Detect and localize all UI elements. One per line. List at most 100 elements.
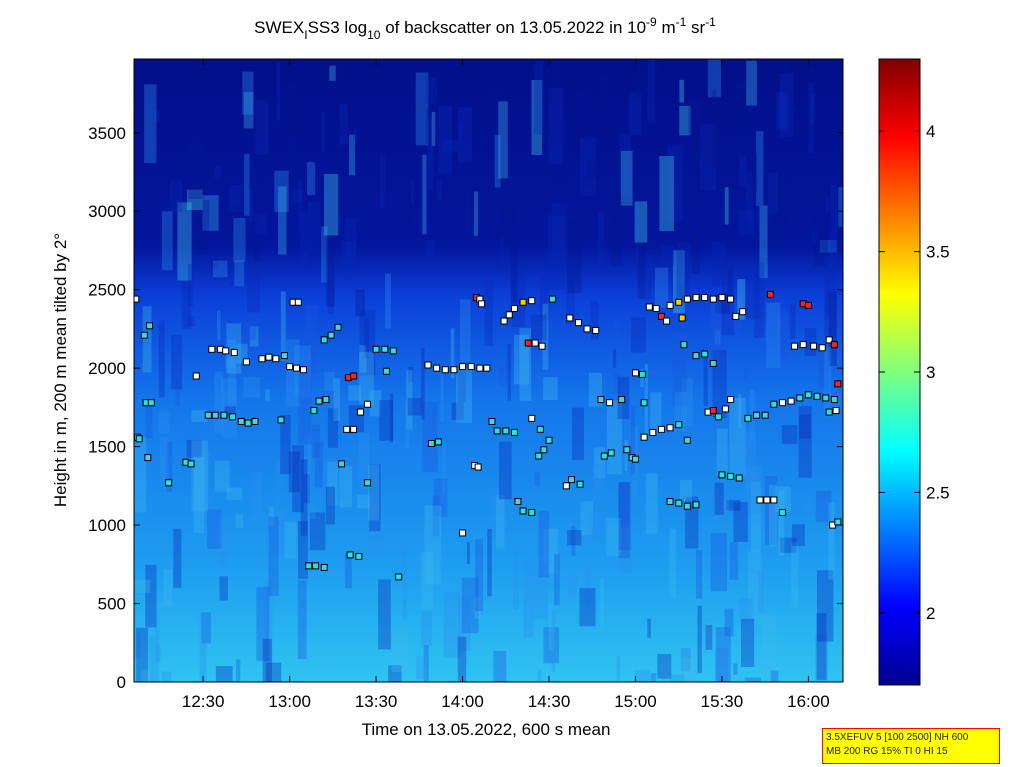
data-marker — [434, 438, 442, 446]
heatmap-cell — [202, 195, 219, 231]
x-tick-label: 12:30 — [182, 692, 225, 711]
colorbar — [878, 58, 921, 686]
heatmap-cell — [408, 367, 414, 382]
data-marker — [315, 397, 323, 405]
heatmap-cell — [215, 665, 233, 682]
data-marker — [640, 399, 648, 407]
heatmap-cell — [764, 476, 778, 545]
heatmap-cell — [193, 456, 205, 533]
heatmap-cell — [567, 220, 582, 293]
heatmap-cell — [713, 495, 729, 513]
heatmap-area — [134, 59, 843, 682]
data-marker — [770, 496, 778, 504]
data-marker — [709, 407, 717, 415]
heatmap-cell — [461, 577, 479, 634]
heatmap-cell — [726, 499, 741, 511]
heatmap-cell — [432, 495, 440, 537]
heatmap-cell — [749, 389, 755, 442]
heatmap-cell — [598, 211, 605, 272]
heatmap-cell — [624, 440, 628, 471]
heatmap-cell — [368, 464, 380, 521]
heatmap-cell — [592, 464, 605, 499]
data-marker — [727, 396, 735, 404]
heatmap-cell — [156, 644, 161, 663]
heatmap-cell — [519, 328, 532, 401]
data-marker — [535, 452, 543, 460]
heatmap-cell — [181, 282, 192, 330]
data-marker — [244, 419, 252, 427]
heatmap-cell — [134, 632, 142, 658]
heatmap-cell — [753, 261, 765, 338]
heatmap-cell — [284, 521, 297, 559]
heatmap-cell — [187, 316, 195, 327]
heatmap-cell — [735, 82, 751, 154]
data-marker — [657, 312, 665, 320]
heatmap-cell — [818, 333, 829, 389]
heatmap-cell — [537, 669, 542, 682]
data-marker — [211, 411, 219, 419]
heatmap-cell — [359, 309, 376, 376]
colorbar-tick-label: 2.5 — [926, 483, 950, 502]
heatmap-cell — [235, 514, 244, 528]
data-marker — [459, 363, 467, 371]
heatmap-cell — [815, 490, 832, 523]
heatmap-cell — [502, 190, 516, 244]
heatmap-cell — [799, 414, 811, 439]
data-marker — [395, 573, 403, 581]
data-marker — [666, 498, 674, 506]
heatmap-cell — [169, 180, 183, 212]
heatmap-cell — [744, 431, 757, 481]
data-marker — [753, 411, 761, 419]
heatmap-cell — [210, 111, 214, 165]
colorbar-tick-label: 3 — [926, 363, 935, 382]
heatmap-cell — [619, 134, 631, 196]
data-marker — [631, 455, 639, 463]
data-marker — [474, 463, 482, 471]
heatmap-cell — [825, 281, 830, 316]
heatmap-cell — [359, 352, 374, 405]
y-tick-label: 3500 — [88, 124, 126, 143]
heatmap-cell — [221, 378, 238, 437]
data-marker — [277, 416, 285, 424]
heatmap-cell — [145, 406, 153, 439]
heatmap-cell — [268, 507, 275, 527]
info-box: 3.5XEFUV 5 [100 2500] NH 600 MB 200 RG 1… — [822, 728, 1000, 764]
heatmap-cell — [187, 263, 194, 307]
heatmap-cell — [493, 650, 507, 682]
heatmap-cell — [635, 202, 639, 280]
data-marker — [220, 411, 228, 419]
y-tick-label: 1500 — [88, 438, 126, 457]
heatmap-cell — [291, 189, 303, 203]
data-marker — [607, 449, 615, 457]
heatmap-cell — [733, 501, 748, 542]
heatmap-cell — [804, 328, 817, 356]
heatmap-cell — [756, 131, 764, 206]
data-marker — [372, 345, 380, 353]
heatmap-cell — [274, 170, 289, 213]
heatmap-cell — [457, 106, 473, 163]
heatmap-cell — [214, 165, 222, 180]
data-marker — [510, 428, 518, 436]
data-marker — [834, 518, 842, 526]
heatmap-cell — [551, 609, 556, 672]
heatmap-cell — [646, 254, 652, 300]
heatmap-cell — [600, 77, 608, 136]
heatmap-cell — [286, 83, 297, 141]
heatmap-cell — [473, 191, 478, 236]
heatmap-cell — [714, 329, 721, 345]
data-marker — [294, 298, 302, 306]
heatmap-cell — [729, 397, 746, 477]
heatmap-cell — [743, 271, 760, 320]
heatmap-cell — [618, 482, 630, 559]
heatmap-cell — [388, 665, 402, 682]
heatmap-cell — [543, 528, 558, 574]
heatmap-cell — [216, 310, 221, 341]
heatmap-cell — [227, 339, 236, 404]
data-marker — [510, 305, 518, 313]
heatmap-cell — [828, 502, 835, 580]
heatmap-cell — [327, 461, 339, 506]
heatmap-cell — [559, 170, 567, 240]
heatmap-cell — [716, 428, 728, 475]
heatmap-cell — [275, 460, 281, 506]
heatmap-cell — [679, 79, 684, 103]
